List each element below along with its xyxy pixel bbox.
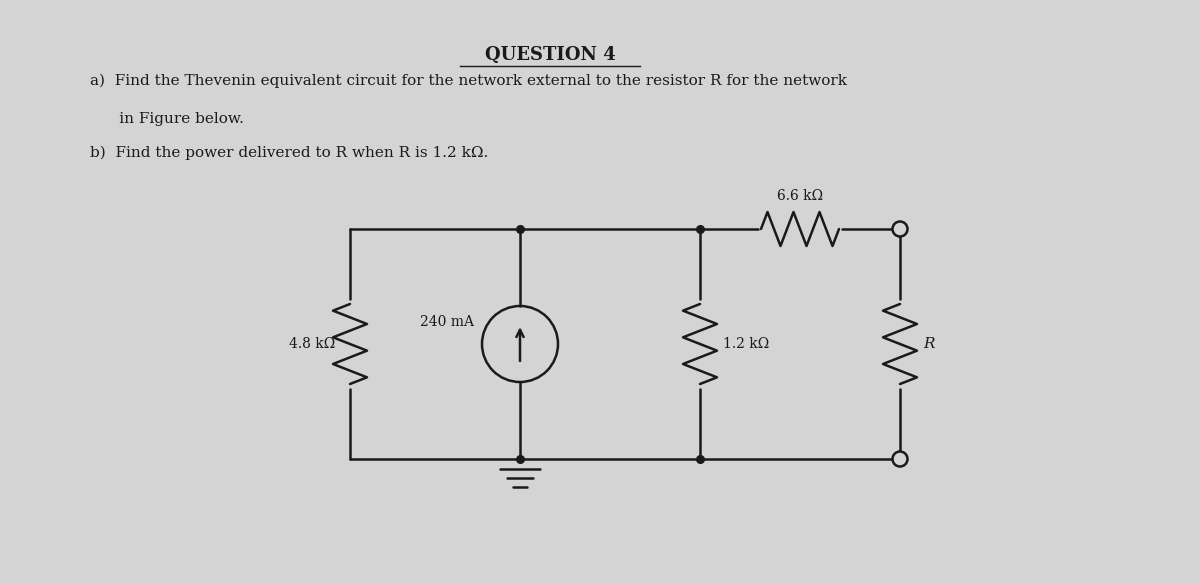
Text: 240 mA: 240 mA [420,315,474,329]
Text: QUESTION 4: QUESTION 4 [485,46,616,64]
Circle shape [893,451,907,467]
Text: in Figure below.: in Figure below. [90,112,244,126]
Text: b)  Find the power delivered to R when R is 1.2 kΩ.: b) Find the power delivered to R when R … [90,146,488,161]
Text: R: R [923,337,935,351]
Text: 4.8 kΩ: 4.8 kΩ [289,337,335,351]
Text: 6.6 kΩ: 6.6 kΩ [776,189,823,203]
Text: a)  Find the Thevenin equivalent circuit for the network external to the resisto: a) Find the Thevenin equivalent circuit … [90,74,847,88]
Text: 1.2 kΩ: 1.2 kΩ [722,337,769,351]
Circle shape [893,221,907,237]
